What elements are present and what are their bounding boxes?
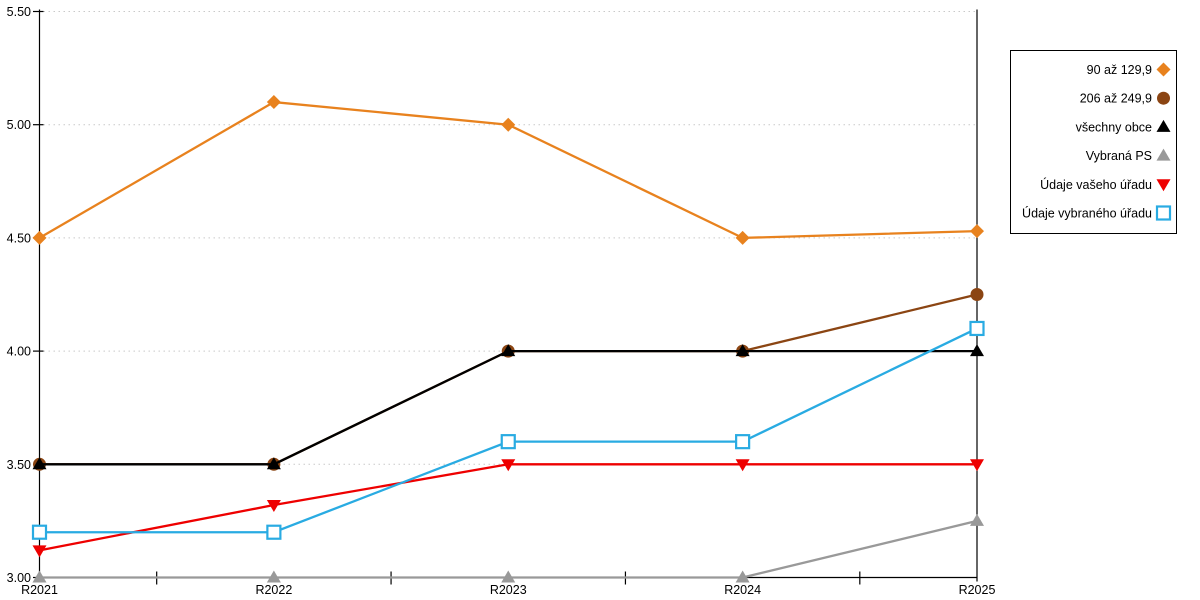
legend-item-label: 206 až 249,9 <box>1080 92 1152 106</box>
data-point-marker <box>969 320 985 337</box>
data-point-marker <box>32 545 47 558</box>
data-point-marker <box>32 570 47 583</box>
y-axis-tick-label: 5.50 <box>7 5 31 19</box>
data-point-marker <box>735 459 750 472</box>
x-axis-tick-label: R2024 <box>724 583 761 597</box>
data-point-marker <box>501 117 516 132</box>
legend-item-label: Údaje vašeho úřadu <box>1040 177 1152 192</box>
x-axis-tick-label: R2023 <box>490 583 527 597</box>
data-point-marker <box>735 344 750 357</box>
legend-item-label: 90 až 129,9 <box>1087 63 1152 77</box>
legend-marker <box>1156 179 1171 192</box>
data-point-marker <box>31 524 48 540</box>
data-point-marker <box>32 457 47 470</box>
legend-marker <box>1155 205 1172 221</box>
data-point-marker <box>501 570 516 583</box>
x-axis-tick-label: R2025 <box>959 583 996 597</box>
data-point-marker <box>735 434 751 450</box>
data-point-marker <box>970 344 984 357</box>
y-axis-tick-label: 3.50 <box>7 458 31 472</box>
data-point-marker <box>32 230 47 245</box>
legend-item-label: Vybraná PS <box>1086 149 1152 163</box>
data-point-marker <box>970 459 984 472</box>
data-point-marker <box>501 344 516 357</box>
data-point-marker <box>266 95 281 110</box>
y-axis-tick-label: 5.00 <box>7 118 31 132</box>
data-point-marker <box>266 570 281 583</box>
legend-marker <box>1156 62 1171 77</box>
data-point-marker <box>266 500 281 513</box>
data-point-marker <box>970 288 984 301</box>
data-point-marker <box>266 457 281 470</box>
data-point-marker <box>970 513 984 526</box>
y-axis-tick-label: 3.00 <box>7 571 31 585</box>
legend-item-label: všechny obce <box>1076 120 1152 134</box>
legend-box <box>1010 50 1177 234</box>
legend-marker <box>1156 148 1171 161</box>
legend-marker <box>1157 91 1170 105</box>
x-axis-tick-label: R2021 <box>21 583 58 597</box>
legend-item-label: Údaje vybraného úřadu <box>1022 206 1152 221</box>
data-point-marker <box>970 224 984 239</box>
data-point-marker <box>735 230 750 245</box>
y-axis-tick-label: 4.50 <box>7 231 31 245</box>
x-axis-tick-label: R2022 <box>255 583 292 597</box>
data-point-marker <box>735 570 750 583</box>
data-point-marker <box>501 459 516 472</box>
y-axis-tick-label: 4.00 <box>7 345 31 359</box>
legend-marker <box>1156 119 1171 132</box>
data-point-marker <box>500 434 516 450</box>
data-point-marker <box>266 524 282 540</box>
